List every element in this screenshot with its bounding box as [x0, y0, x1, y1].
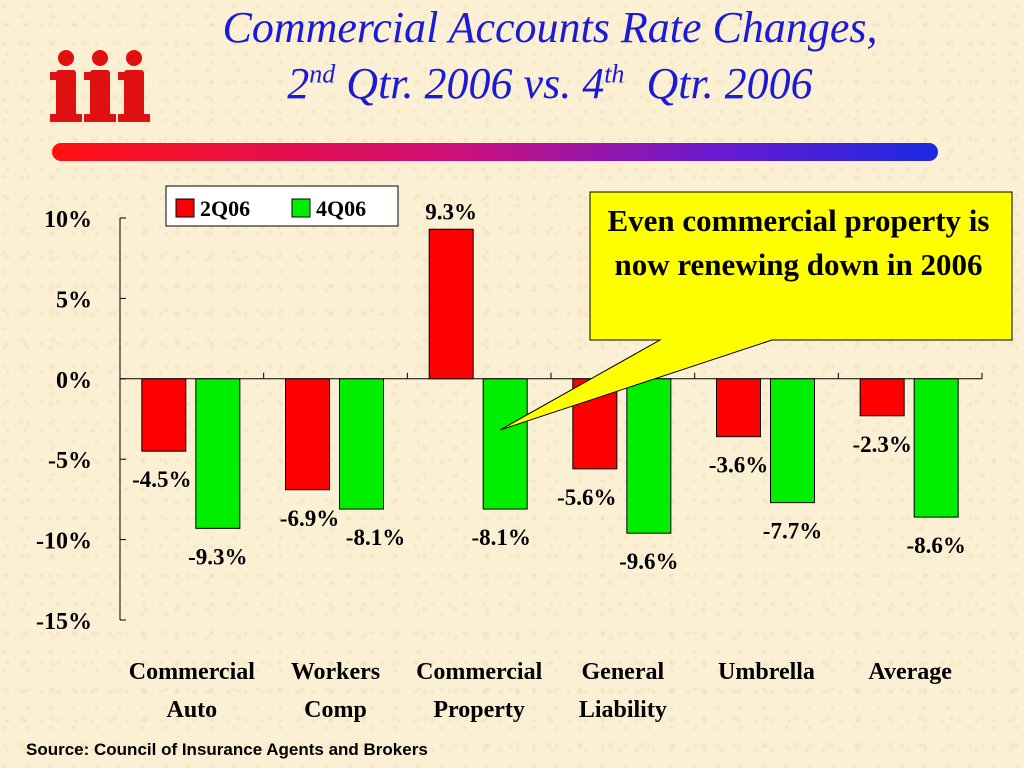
y-tick-label: -15%: [36, 609, 92, 635]
legend-box: [165, 185, 399, 227]
data-label: 9.3%: [425, 199, 477, 224]
bar-4q06: [626, 378, 672, 534]
source-note: Source: Council of Insurance Agents and …: [26, 740, 428, 759]
x-category-label: Comp: [304, 697, 367, 723]
title-line-2: 2nd Qtr. 2006 vs. 4th Qtr. 2006: [100, 56, 1000, 112]
data-label: -4.5%: [132, 467, 191, 492]
data-label: -2.3%: [852, 432, 911, 457]
title-sup-b: th: [604, 59, 625, 89]
data-label: -8.6%: [906, 533, 965, 558]
y-tick-label: -10%: [36, 529, 92, 555]
data-label: -5.6%: [557, 485, 616, 510]
iii-logo-icon: [50, 50, 150, 122]
bar-2q06: [141, 378, 187, 452]
data-label: -6.9%: [280, 506, 339, 531]
legend-swatch-4q06: [291, 198, 311, 218]
legend-label-2q06: 2Q06: [200, 196, 250, 221]
bar-4q06: [339, 378, 384, 510]
label-layer: -4.5% -6.9% 9.3% -5.6% -3.6% -2.3% -9.3% -8.1% -…: [132, 199, 966, 574]
bar-4q06: [770, 378, 815, 504]
y-tick-label: 10%: [44, 207, 92, 233]
callout-text: Even commercial property is now renewing…: [607, 203, 990, 282]
title-divider-bar: [52, 143, 938, 161]
data-label: -3.6%: [709, 453, 768, 478]
title-line-1: Commercial Accounts Rate Changes,: [222, 3, 878, 52]
title-quarter-c: Qtr. 2006: [624, 59, 813, 108]
bar-2q06: [428, 228, 474, 380]
title-quarter-b: Qtr. 2006 vs. 4: [335, 59, 605, 108]
title-quarter-a: 2: [287, 59, 310, 108]
title-sup-a: nd: [309, 59, 336, 89]
y-tick-label: 0%: [56, 368, 92, 394]
x-category-label: Commercial: [416, 659, 543, 685]
x-category-label: General: [582, 659, 665, 685]
x-category-label: Average: [868, 659, 952, 685]
x-category-label: Liability: [579, 697, 667, 723]
callout: [499, 191, 1013, 431]
page-title: Commercial Accounts Rate Changes, 2nd Qt…: [100, 0, 1000, 112]
y-tick-label: -5%: [48, 448, 92, 474]
x-category-label: Commercial: [129, 659, 256, 685]
bar-2q06: [859, 378, 905, 417]
bar-2q06: [716, 378, 761, 438]
legend-swatch-2q06: [175, 198, 195, 218]
x-category-label: Umbrella: [718, 659, 815, 685]
bar-4q06: [195, 378, 241, 529]
data-label: -9.6%: [619, 549, 678, 574]
bar-4q06: [482, 378, 528, 510]
axis-layer: 10% 5% 0% -5% -10% -15% Commercial Auto Workers C…: [36, 207, 983, 723]
data-label: -8.1%: [471, 525, 530, 550]
legend-label-4q06: 4Q06: [316, 196, 366, 221]
data-label: -7.7%: [763, 519, 822, 544]
x-category-label: Workers: [291, 659, 380, 685]
callout-box: [499, 191, 1013, 431]
legend: 2Q06 4Q06: [165, 185, 399, 227]
data-label: -8.1%: [346, 525, 405, 550]
bar-4q06: [913, 378, 959, 518]
y-tick-label: 5%: [56, 287, 92, 313]
x-category-label: Auto: [166, 697, 217, 723]
data-label: -9.3%: [188, 544, 247, 569]
x-category-label: Property: [433, 697, 525, 723]
bar-2q06: [285, 378, 330, 491]
bar-layer: [141, 228, 959, 534]
